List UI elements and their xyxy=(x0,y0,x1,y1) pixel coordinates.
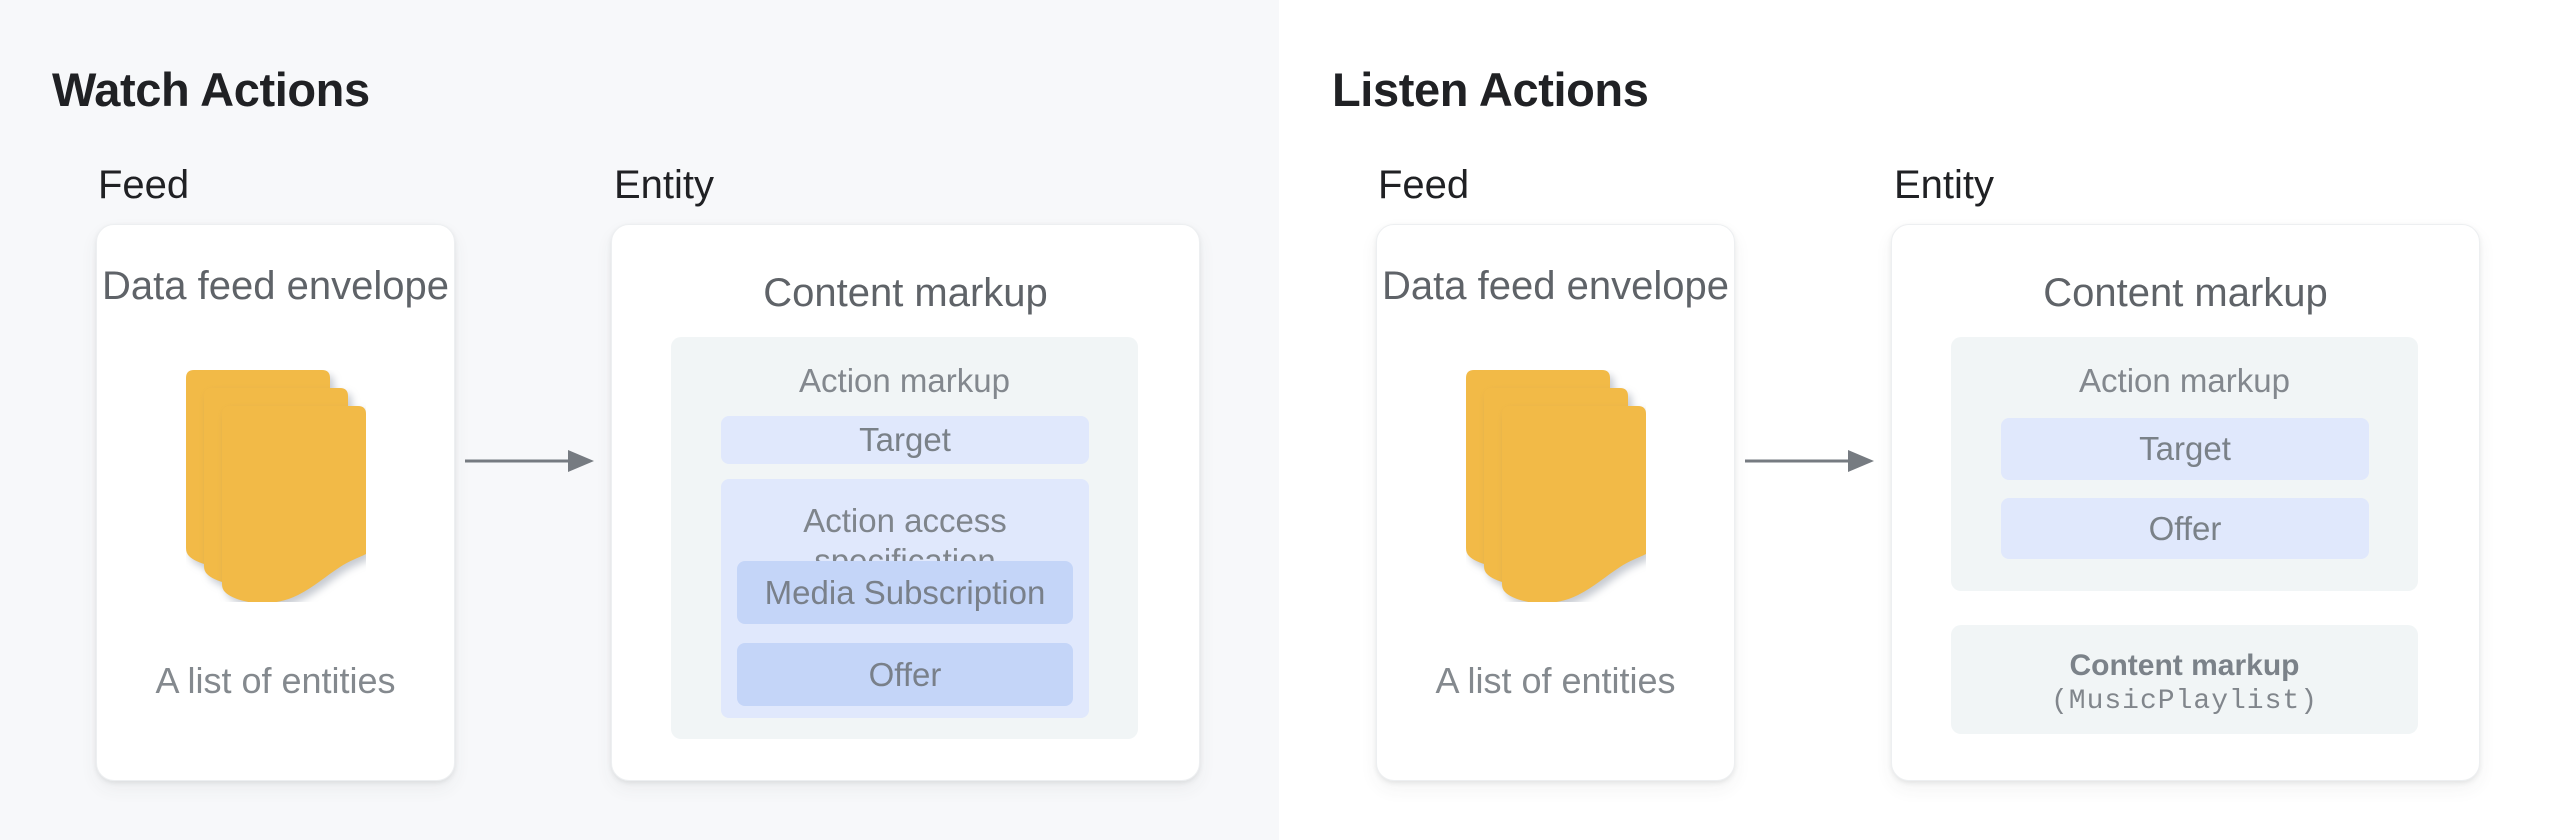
content-markup-card: Content markup Action markup Target Offe… xyxy=(1891,224,2480,781)
feed-card-caption: A list of entities xyxy=(155,660,396,701)
media-subscription-box: Media Subscription xyxy=(737,561,1073,624)
entity-group-label: Entity xyxy=(614,163,715,207)
data-feed-envelope-card: Data feed envelope A list of entities xyxy=(96,224,455,781)
section-title-watch: Watch Actions xyxy=(52,63,370,116)
music-playlist-type-label: (MusicPlaylist) xyxy=(2050,686,2319,717)
offer-box: Offer xyxy=(737,643,1073,706)
action-markup-panel: Action markup Target Action access speci… xyxy=(671,337,1138,739)
target-box: Target xyxy=(721,416,1089,464)
entity-card-title: Content markup xyxy=(763,271,1048,315)
action-markup-label: Action markup xyxy=(799,362,1010,399)
feed-card-caption: A list of entities xyxy=(1435,660,1676,701)
entity-card-title: Content markup xyxy=(2043,271,2328,315)
content-markup-card: Content markup Action markup Target Acti… xyxy=(611,224,1200,781)
action-markup-label: Action markup xyxy=(2079,362,2290,399)
action-markup-panel: Action markup Target Offer xyxy=(1951,337,2418,591)
feed-group-label: Feed xyxy=(98,163,190,207)
feed-card-title: Data feed envelope xyxy=(102,264,449,308)
content-markup-playlist-panel: Content markup (MusicPlaylist) xyxy=(1951,625,2418,734)
offer-box: Offer xyxy=(2001,498,2369,559)
section-title-listen: Listen Actions xyxy=(1332,63,1649,116)
stacked-documents-icon xyxy=(1465,370,1646,602)
feed-group-label: Feed xyxy=(1378,163,1470,207)
stacked-documents-icon xyxy=(185,370,366,602)
feed-card-title: Data feed envelope xyxy=(1382,264,1729,308)
content-markup-panel-title: Content markup xyxy=(2069,649,2300,682)
right-arrow-icon xyxy=(465,450,594,472)
target-box: Target xyxy=(2001,418,2369,480)
action-access-specification-box: Action access specification Media Subscr… xyxy=(721,479,1089,718)
data-feed-envelope-card: Data feed envelope A list of entities xyxy=(1376,224,1735,781)
right-arrow-icon xyxy=(1745,450,1874,472)
entity-group-label: Entity xyxy=(1894,163,1995,207)
